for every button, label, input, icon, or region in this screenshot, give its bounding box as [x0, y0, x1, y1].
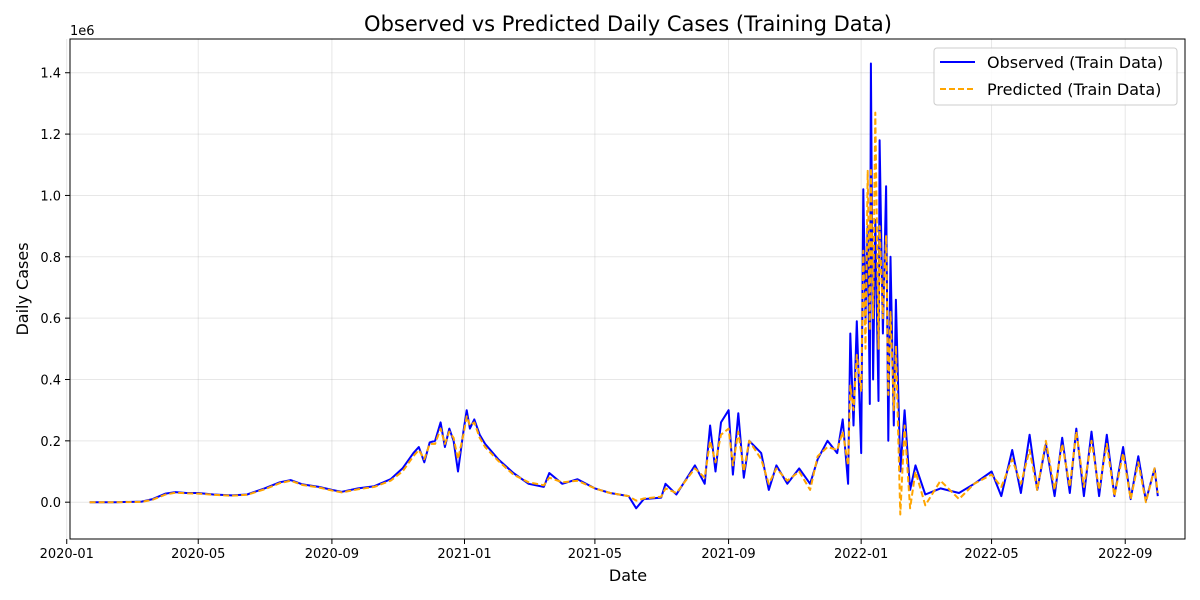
- legend-label-observed: Observed (Train Data): [987, 53, 1163, 72]
- x-tick-label: 2020-01: [40, 547, 94, 562]
- legend: Observed (Train Data) Predicted (Train D…: [933, 47, 1178, 106]
- y-scale-label: 1e6: [70, 24, 95, 39]
- x-tick-label: 2021-01: [437, 547, 491, 562]
- x-tick-label: 2021-09: [701, 547, 755, 562]
- x-tick-label: 2022-01: [834, 547, 888, 562]
- series-line-observed: [89, 62, 1159, 510]
- x-axis-label: Date: [609, 566, 647, 585]
- x-tick-label: 2020-05: [171, 547, 225, 562]
- y-tick-label: 0.2: [40, 435, 61, 450]
- plot-frame: [69, 38, 1186, 540]
- series-layer: [89, 62, 1159, 516]
- grid: [66, 39, 1185, 539]
- series-line-predicted: [89, 111, 1159, 516]
- y-tick-label: 0.8: [40, 251, 61, 266]
- y-tick-label: 0.6: [40, 312, 61, 327]
- x-tick-label: 2020-09: [305, 547, 359, 562]
- legend-box: [933, 47, 1178, 106]
- tick-layer: 2020-01 2020-05 2020-09 2021-01 2021-05 2021-…: [40, 67, 1153, 562]
- legend-label-predicted: Predicted (Train Data): [987, 80, 1161, 99]
- x-tick-label: 2022-05: [964, 547, 1018, 562]
- y-axis-label: Daily Cases: [13, 242, 32, 335]
- x-tick-label: 2021-05: [568, 547, 622, 562]
- y-tick-label: 0.4: [40, 373, 61, 388]
- y-tick-label: 0.0: [40, 496, 61, 511]
- y-tick-label: 1.0: [40, 189, 61, 204]
- y-tick-label: 1.4: [40, 67, 61, 82]
- y-tick-label: 1.2: [40, 128, 61, 143]
- chart-title: Observed vs Predicted Daily Cases (Train…: [364, 12, 892, 36]
- x-tick-label: 2022-09: [1098, 547, 1152, 562]
